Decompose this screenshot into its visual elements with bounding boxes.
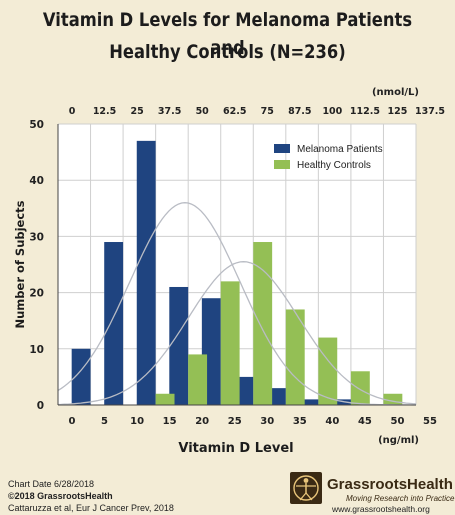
chart-date: Chart Date 6/28/2018: [8, 479, 95, 489]
legend-label-melanoma: Melanoma Patients: [297, 144, 383, 155]
top-tick-label: 37.5: [158, 106, 181, 117]
top-tick-label: 50: [196, 106, 210, 117]
legend-swatch-melanoma: [274, 144, 290, 153]
bar-melanoma: [299, 399, 319, 405]
y-tick-label: 10: [29, 344, 44, 356]
top-tick-label: 62.5: [223, 106, 246, 117]
top-tick-label: 25: [130, 106, 143, 117]
legend-label-controls: Healthy Controls: [297, 160, 371, 171]
y-axis-title: Number of Subjects: [13, 200, 27, 328]
bar-melanoma: [332, 399, 351, 405]
chart-title-line1: Vitamin D Levels for Melanoma Patients a…: [42, 9, 413, 59]
bar-controls: [188, 354, 208, 405]
y-tick-label: 40: [29, 175, 44, 187]
x-unit-label: (ng/ml): [378, 435, 419, 446]
top-tick-label: 87.5: [288, 106, 311, 117]
x-axis-title: Vitamin D Level: [178, 441, 293, 456]
top-unit-label: (nmol/L): [372, 87, 419, 98]
bar-melanoma: [104, 242, 124, 405]
top-tick-label: 137.5: [415, 106, 445, 117]
bar-melanoma: [169, 286, 189, 405]
citation: Cattaruzza et al, Eur J Cancer Prev, 201…: [8, 503, 174, 513]
x-tick-label: 25: [228, 416, 242, 427]
x-tick-label: 45: [358, 416, 372, 427]
x-tick-label: 55: [423, 416, 437, 427]
bar-controls: [220, 281, 240, 405]
x-tick-label: 35: [293, 416, 307, 427]
top-tick-label: 100: [322, 106, 342, 117]
y-tick-label: 50: [29, 119, 44, 131]
bar-controls: [350, 371, 370, 405]
x-tick-label: 5: [101, 416, 108, 427]
y-tick-label: 0: [37, 400, 44, 412]
logo-name: GrassrootsHealth: [327, 476, 453, 493]
bar-controls: [383, 393, 403, 405]
x-tick-label: 0: [69, 416, 76, 427]
top-tick-label: 0: [69, 106, 76, 117]
legend-swatch-controls: [274, 160, 290, 169]
logo-url: www.grassrootshealth.org: [332, 504, 430, 514]
x-tick-label: 20: [195, 416, 209, 427]
x-tick-label: 10: [130, 416, 144, 427]
x-tick-label: 15: [163, 416, 177, 427]
controls-fit-curve: [57, 261, 417, 406]
bar-melanoma: [136, 140, 156, 406]
bar-melanoma: [71, 348, 91, 405]
top-tick-label: 75: [261, 106, 274, 117]
top-tick-label: 112.5: [350, 106, 380, 117]
bar-controls: [253, 242, 273, 405]
logo-tagline: Moving Research into Practice: [346, 494, 455, 503]
y-tick-label: 30: [29, 231, 44, 243]
top-tick-label: 125: [388, 106, 408, 117]
y-tick-label: 20: [29, 288, 44, 300]
x-tick-label: 30: [260, 416, 274, 427]
melanoma-fit-curve: [57, 202, 416, 406]
bar-controls: [155, 393, 175, 405]
x-tick-label: 40: [325, 416, 339, 427]
x-tick-label: 50: [390, 416, 404, 427]
copyright: ©2018 GrassrootsHealth: [8, 491, 113, 501]
top-tick-label: 12.5: [93, 106, 116, 117]
vitruvian-man-icon: [290, 472, 322, 504]
chart: 0 10 20 30 40 50 0 5 10 15 20 25 30 35 40 45 50 55 0 12.5 25…: [13, 87, 445, 456]
chart-title-line2: Healthy Controls (N=236): [109, 41, 346, 63]
